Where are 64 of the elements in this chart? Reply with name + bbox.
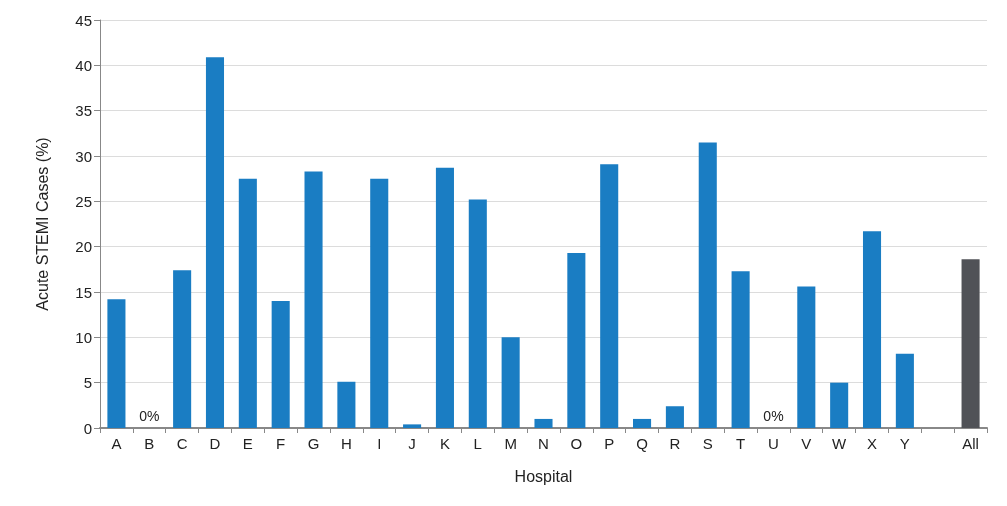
- x-tick-label: T: [736, 435, 746, 452]
- bar: [205, 57, 225, 428]
- x-tick-label: K: [439, 435, 450, 452]
- x-tick-label: O: [570, 435, 583, 452]
- bar: [468, 199, 487, 428]
- x-tick-label: F: [276, 435, 286, 452]
- bar: [862, 231, 882, 428]
- data-label: 0%: [139, 408, 160, 424]
- bar: [370, 178, 389, 428]
- x-tick-label: G: [307, 435, 320, 452]
- bar: [665, 406, 684, 428]
- bar: [435, 167, 454, 428]
- y-tick-label: 25: [75, 192, 92, 210]
- bar: [271, 301, 290, 428]
- bar: [567, 253, 586, 428]
- y-axis-title: Acute STEMI Cases (%): [33, 137, 51, 311]
- x-tick-label: S: [702, 435, 713, 452]
- x-tick-label: N: [538, 435, 549, 452]
- y-tick-label: 15: [75, 283, 92, 301]
- x-tick-label: E: [242, 435, 253, 452]
- y-tick-label: 40: [75, 56, 92, 74]
- x-tick-label: C: [176, 435, 188, 452]
- x-tick-label: M: [504, 435, 517, 452]
- bar: [107, 299, 126, 428]
- bar: [337, 381, 356, 428]
- bar: [797, 286, 816, 428]
- y-tick-label: 0: [83, 419, 92, 437]
- bar: [534, 418, 553, 428]
- bar: [731, 271, 750, 428]
- x-tick-label: P: [604, 435, 615, 452]
- bar: [173, 270, 192, 428]
- y-tick-label: 10: [75, 328, 92, 346]
- x-tick-label: B: [144, 435, 155, 452]
- x-tick-label: D: [209, 435, 221, 452]
- x-tick-label: Y: [899, 435, 910, 452]
- x-tick-label: Q: [636, 435, 648, 452]
- bar: [304, 171, 323, 428]
- x-tick-label: V: [801, 435, 812, 452]
- bar: [501, 337, 520, 428]
- bar: [403, 424, 422, 428]
- bar: [961, 259, 980, 428]
- x-tick-label: R: [669, 435, 681, 452]
- x-tick-label: A: [111, 435, 122, 452]
- data-label: 0%: [763, 408, 784, 424]
- x-tick-label: I: [377, 435, 382, 452]
- bar: [895, 353, 914, 428]
- x-tick-label: All: [962, 435, 979, 452]
- bar: [600, 164, 619, 428]
- y-tick-label: 5: [83, 374, 92, 392]
- x-tick-label: X: [867, 435, 878, 452]
- y-tick-label: 45: [75, 11, 92, 29]
- x-axis-title: Hospital: [514, 467, 573, 485]
- bar: [633, 418, 652, 428]
- x-tick-label: J: [408, 435, 416, 452]
- x-tick-label: W: [832, 435, 848, 452]
- x-tick-label: L: [473, 435, 482, 452]
- bar: [830, 382, 849, 428]
- y-tick-label: 30: [75, 147, 92, 165]
- bar: [238, 178, 257, 428]
- y-tick-label: 20: [75, 238, 92, 256]
- x-tick-label: H: [340, 435, 352, 452]
- x-tick-label: U: [768, 435, 779, 452]
- y-tick-label: 35: [75, 102, 92, 120]
- bar: [698, 142, 717, 428]
